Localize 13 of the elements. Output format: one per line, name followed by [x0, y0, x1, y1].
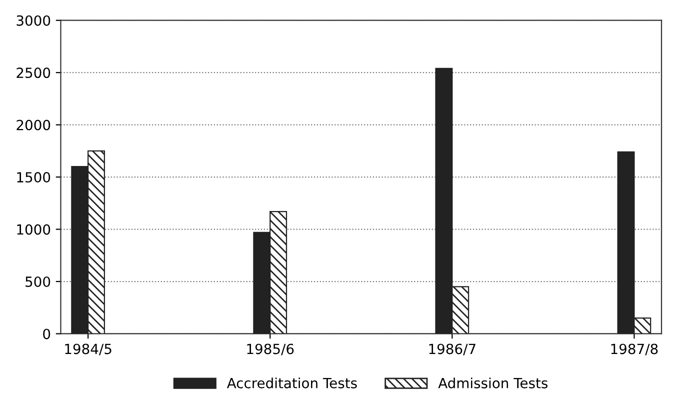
- y-tick-label: 3000: [16, 15, 50, 26]
- x-tick-label: 1984/5: [65, 344, 112, 356]
- legend-label: Accreditation Tests: [226, 378, 357, 388]
- x-tick-label: 1985/6: [247, 344, 294, 356]
- y-tick-label: 1000: [17, 224, 50, 235]
- y-tick-label: 1500: [17, 172, 50, 183]
- x-tick-label: 1987/8: [611, 344, 658, 356]
- y-tick-label: 2500: [16, 68, 50, 78]
- y-tick-label: 2000: [16, 120, 50, 130]
- y-tick-label: 0: [43, 328, 50, 340]
- x-tick-label: 1986/7: [429, 344, 476, 356]
- y-tick-label: 500: [26, 276, 50, 287]
- legend-label: Admission Tests: [438, 378, 548, 388]
